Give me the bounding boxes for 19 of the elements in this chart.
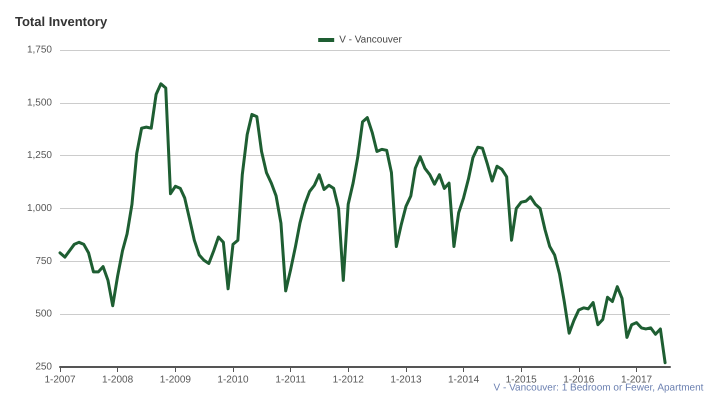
x-tick-label: 1-2010: [217, 374, 249, 386]
line-series: [58, 82, 667, 364]
text: V - Vancouver: 1 Bedroom or Fewer, Apartment: [494, 382, 704, 394]
x-tick-label: 1-2013: [390, 374, 422, 386]
x-tick-label: 1-2012: [332, 374, 364, 386]
x-tick-label: 1-2014: [448, 374, 480, 386]
chart-title: Total Inventory: [15, 14, 108, 29]
x-tick-label: 1-2009: [160, 374, 192, 386]
legend-label: V - Vancouver: [339, 34, 402, 46]
y-tick-label: 250: [35, 362, 52, 372]
y-tick-label: 750: [35, 256, 52, 267]
y-tick-label: 1,500: [26, 97, 52, 108]
x-tick-label: 1-2011: [275, 374, 306, 386]
x-tick-label: 1-2007: [44, 374, 76, 386]
x-tick-label: 1-2008: [102, 374, 134, 386]
y-tick-label: 500: [35, 308, 52, 320]
y-tick-label: 1,750: [26, 44, 52, 56]
y-tick-label: 1,000: [26, 203, 52, 214]
y-tick-label: 1,250: [26, 150, 52, 162]
